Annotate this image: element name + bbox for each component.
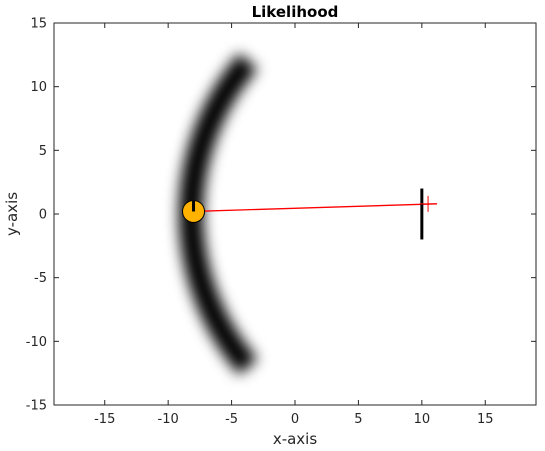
bearing-line <box>193 203 438 213</box>
x-tick-label: 0 <box>291 412 299 427</box>
y-tick-label: 0 <box>39 208 47 223</box>
y-tick-label: 10 <box>30 80 47 95</box>
x-tick-label: -5 <box>225 412 238 427</box>
plot-layer <box>178 53 438 375</box>
x-tick-label: 15 <box>477 412 494 427</box>
x-axis: -15 -10 -5 0 5 10 15 <box>94 23 494 427</box>
observer-crosshair <box>420 195 437 212</box>
y-axis: -15 -10 -5 0 5 10 15 <box>26 17 536 414</box>
y-tick-label: -5 <box>34 271 47 286</box>
chart-title: Likelihood <box>252 3 339 21</box>
y-axis-label: y-axis <box>3 192 21 236</box>
x-tick-label: 5 <box>354 412 362 427</box>
plot-area <box>54 23 536 405</box>
x-axis-label: x-axis <box>273 430 318 448</box>
x-tick-label: -10 <box>158 412 179 427</box>
y-tick-label: 15 <box>30 17 47 32</box>
y-tick-label: -10 <box>26 335 47 350</box>
x-tick-label: -15 <box>94 412 115 427</box>
x-tick-label: 10 <box>414 412 431 427</box>
y-tick-label: 5 <box>39 144 47 159</box>
y-tick-label: -15 <box>26 399 47 414</box>
